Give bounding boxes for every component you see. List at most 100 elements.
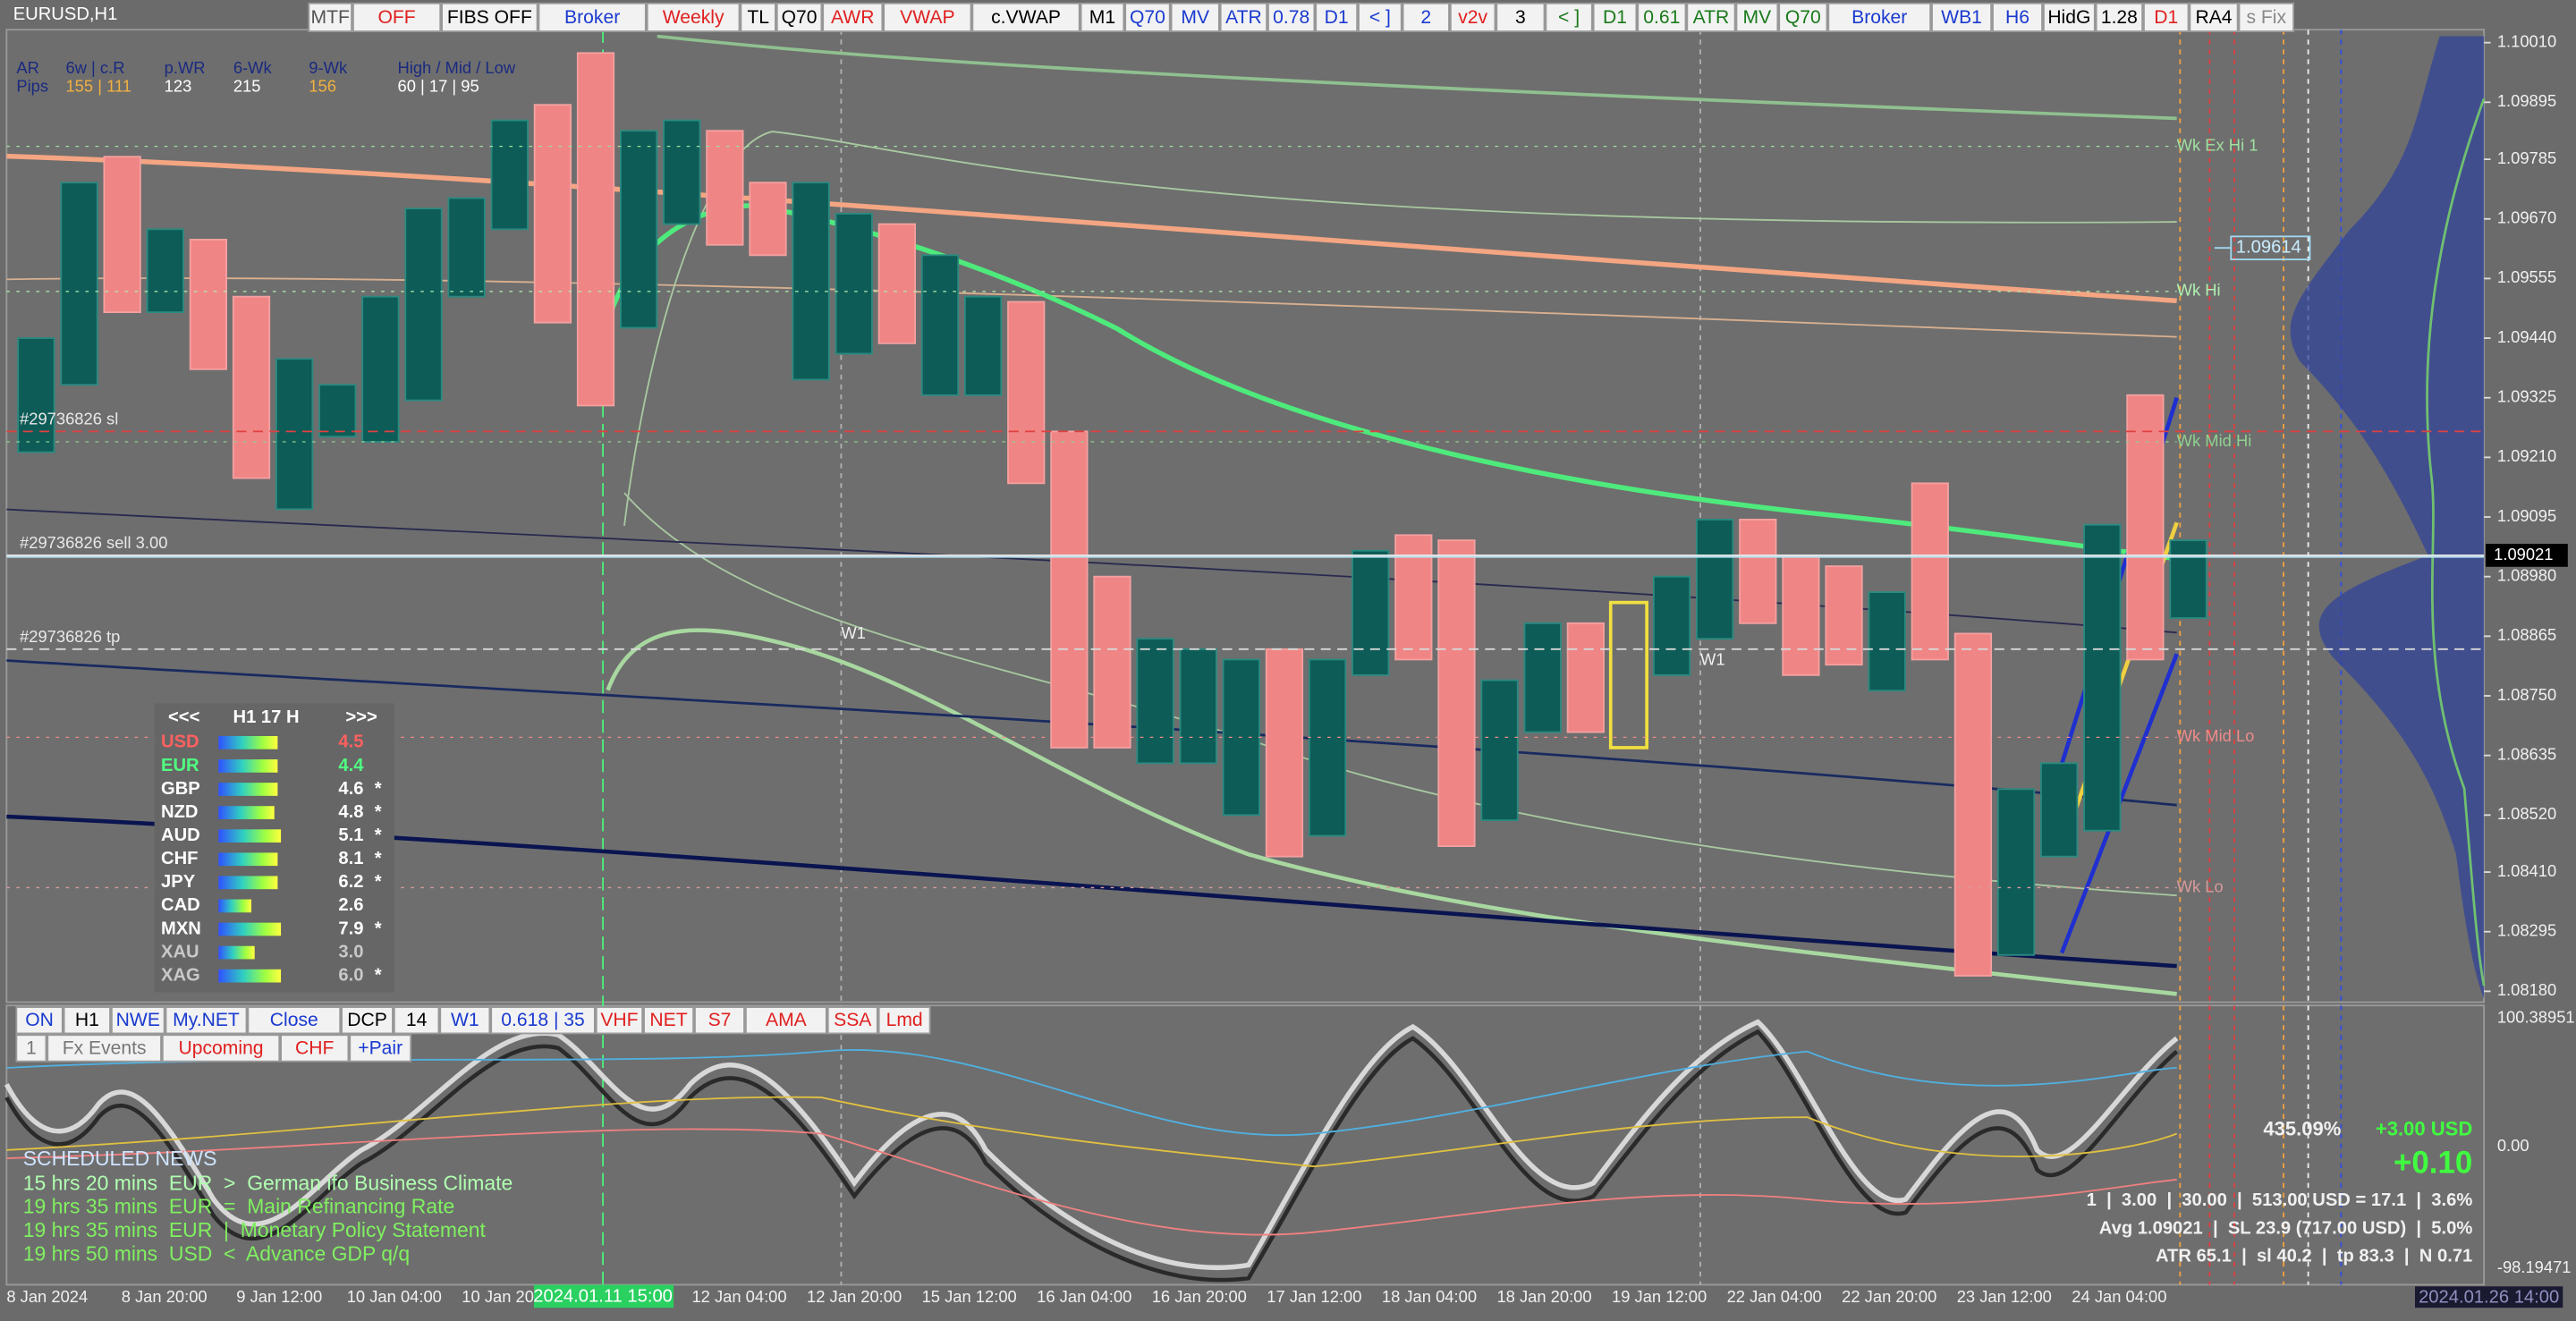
toolbar-button[interactable] [1827, 2, 1932, 32]
toolbar-button[interactable] [393, 1006, 440, 1035]
toolbar-button[interactable] [441, 2, 538, 32]
toolbar-button[interactable] [1358, 2, 1402, 32]
button-label[interactable]: Q70 [782, 7, 818, 28]
button-label[interactable]: Q70 [1130, 7, 1165, 28]
button-label[interactable]: Close [270, 1010, 318, 1030]
toolbar-button[interactable] [643, 1006, 695, 1035]
button-label[interactable]: 0.61 [1643, 7, 1680, 28]
button-label[interactable]: MTF [310, 7, 349, 28]
button-label[interactable]: 3 [1515, 7, 1526, 28]
toolbar-button[interactable] [2189, 2, 2239, 32]
toolbar-button[interactable] [775, 2, 823, 32]
button-label[interactable]: VWAP [900, 7, 954, 28]
toolbar-button[interactable] [646, 2, 741, 32]
button-label[interactable]: v2v [1458, 7, 1487, 28]
button-label[interactable]: My.NET [173, 1010, 240, 1030]
toolbar-button[interactable] [1219, 2, 1268, 32]
toolbar-button[interactable] [883, 2, 972, 32]
button-label[interactable]: +Pair [358, 1037, 402, 1058]
toolbar-button[interactable] [1449, 2, 1496, 32]
button-label[interactable]: VHF [600, 1010, 638, 1030]
toolbar-button[interactable] [1778, 2, 1828, 32]
button-label[interactable]: < ] [1369, 7, 1391, 28]
toolbar-button[interactable] [280, 1034, 350, 1063]
toolbar-button[interactable] [161, 1034, 281, 1063]
toolbar-button[interactable] [165, 1006, 248, 1035]
strength-header[interactable]: <<< [168, 707, 199, 727]
toolbar-button[interactable] [63, 1006, 111, 1035]
button-label[interactable]: 2 [1420, 7, 1431, 28]
toolbar-button[interactable] [1402, 2, 1450, 32]
toolbar-button[interactable] [1545, 2, 1593, 32]
toolbar-button[interactable] [1124, 2, 1171, 32]
button-label[interactable]: DCP [347, 1010, 387, 1030]
button-label[interactable]: OFF [377, 7, 415, 28]
strength-header[interactable]: >>> [345, 707, 377, 727]
toolbar-button[interactable] [15, 1006, 64, 1035]
toolbar-button[interactable] [341, 1006, 394, 1035]
toolbar-button[interactable] [1080, 2, 1125, 32]
button-label[interactable]: 1 [26, 1037, 37, 1058]
toolbar-button[interactable] [47, 1034, 162, 1063]
button-label[interactable]: MV [1743, 7, 1772, 28]
toolbar-button[interactable] [247, 1006, 342, 1035]
button-label[interactable]: 14 [406, 1010, 428, 1030]
button-label[interactable]: ATR [1693, 7, 1730, 28]
button-label[interactable]: s Fix [2246, 7, 2286, 28]
toolbar-button[interactable] [15, 1034, 47, 1063]
toolbar-button[interactable] [744, 1006, 827, 1035]
button-label[interactable]: HidG [2047, 7, 2090, 28]
button-label[interactable]: D1 [2154, 7, 2178, 28]
toolbar-button[interactable] [1267, 2, 1316, 32]
button-label[interactable]: H6 [2005, 7, 2029, 28]
button-label[interactable]: 0.78 [1273, 7, 1309, 28]
button-label[interactable]: Broker [564, 7, 620, 28]
button-label[interactable]: c.VWAP [991, 7, 1061, 28]
button-label[interactable]: D1 [1603, 7, 1627, 28]
toolbar-button[interactable] [2042, 2, 2096, 32]
button-label[interactable]: TL [747, 7, 769, 28]
toolbar-button[interactable] [877, 1006, 931, 1035]
toolbar-button[interactable] [308, 2, 352, 32]
button-label[interactable]: Weekly [663, 7, 724, 28]
button-label[interactable]: RA4 [2195, 7, 2232, 28]
button-label[interactable]: D1 [1325, 7, 1349, 28]
button-label[interactable]: ATR [1225, 7, 1262, 28]
toolbar-button[interactable] [694, 1006, 745, 1035]
button-label[interactable]: CHF [295, 1037, 334, 1058]
button-label[interactable]: AMA [766, 1010, 808, 1030]
toolbar-button[interactable] [2095, 2, 2144, 32]
toolbar-button[interactable] [538, 2, 647, 32]
toolbar-button[interactable] [971, 2, 1080, 32]
toolbar-button[interactable] [352, 2, 442, 32]
button-label[interactable]: ON [25, 1010, 54, 1030]
toolbar-button[interactable] [1637, 2, 1687, 32]
button-label[interactable]: 1.28 [2101, 7, 2138, 28]
button-label[interactable]: M1 [1089, 7, 1115, 28]
toolbar-button[interactable] [1592, 2, 1638, 32]
button-label[interactable]: Broker [1852, 7, 1907, 28]
toolbar-button[interactable] [1992, 2, 2043, 32]
toolbar-button[interactable] [822, 2, 884, 32]
button-label[interactable]: S7 [708, 1010, 732, 1030]
button-label[interactable]: H1 [75, 1010, 99, 1030]
toolbar-button[interactable] [1315, 2, 1359, 32]
toolbar-button[interactable] [826, 1006, 878, 1035]
toolbar-button[interactable] [1496, 2, 1546, 32]
toolbar-button[interactable] [740, 2, 776, 32]
button-label[interactable]: NWE [116, 1010, 160, 1030]
button-label[interactable]: Q70 [1785, 7, 1821, 28]
button-label[interactable]: Lmd [886, 1010, 923, 1030]
toolbar-button[interactable] [1170, 2, 1220, 32]
button-label[interactable]: FIBS OFF [447, 7, 532, 28]
toolbar-button[interactable] [349, 1034, 412, 1063]
button-label[interactable]: 0.618 | 35 [501, 1010, 585, 1030]
button-label[interactable]: AWR [831, 7, 874, 28]
toolbar-button[interactable] [1735, 2, 1779, 32]
toolbar-button[interactable] [1931, 2, 1993, 32]
button-label[interactable]: MV [1181, 7, 1209, 28]
toolbar-button[interactable] [110, 1006, 165, 1035]
button-label[interactable]: SSA [834, 1010, 872, 1030]
button-label[interactable]: WB1 [1941, 7, 1982, 28]
button-label[interactable]: Fx Events [63, 1037, 147, 1058]
